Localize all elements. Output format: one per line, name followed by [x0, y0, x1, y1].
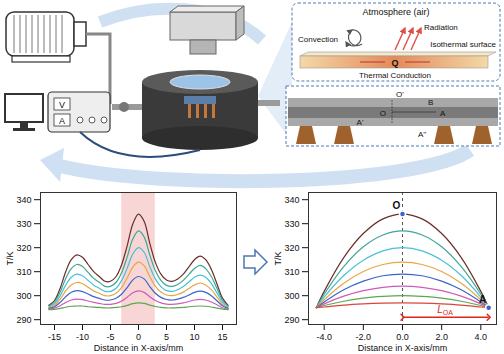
svg-text:T/K: T/K [273, 251, 283, 265]
svg-text:-4.0: -4.0 [316, 332, 332, 342]
svg-text:-15: -15 [48, 332, 61, 342]
svg-text:310: 310 [16, 267, 31, 277]
svg-text:O: O [393, 200, 401, 211]
svg-text:330: 330 [16, 219, 31, 229]
svg-text:O': O' [396, 90, 404, 99]
svg-text:340: 340 [284, 195, 299, 205]
svg-text:-5: -5 [106, 332, 114, 342]
svg-text:4.0: 4.0 [475, 332, 488, 342]
svg-text:A'': A'' [418, 130, 427, 139]
svg-text:Isothermal surface: Isothermal surface [430, 40, 496, 49]
svg-text:2.0: 2.0 [435, 332, 448, 342]
svg-text:-10: -10 [76, 332, 89, 342]
svg-text:Distance in X-axis/mm: Distance in X-axis/mm [358, 343, 448, 353]
svg-text:290: 290 [16, 315, 31, 325]
svg-text:O: O [380, 109, 386, 118]
svg-text:LOA: LOA [437, 304, 453, 316]
svg-text:Convection: Convection [298, 35, 338, 44]
svg-text:5: 5 [164, 332, 169, 342]
svg-text:A: A [479, 294, 486, 305]
svg-text:340: 340 [16, 195, 31, 205]
svg-text:T/K: T/K [5, 251, 15, 265]
svg-text:Atmosphere (air): Atmosphere (air) [362, 7, 429, 17]
svg-text:0: 0 [136, 332, 141, 342]
svg-text:Thermal Conduction: Thermal Conduction [359, 71, 431, 80]
svg-text:-2.0: -2.0 [356, 332, 372, 342]
svg-text:300: 300 [284, 291, 299, 301]
svg-text:290: 290 [284, 315, 299, 325]
svg-text:A: A [59, 116, 65, 126]
svg-text:10: 10 [189, 332, 199, 342]
svg-text:A': A' [357, 118, 364, 127]
svg-text:300: 300 [16, 291, 31, 301]
svg-text:15: 15 [217, 332, 227, 342]
svg-text:Distance in X-axis/mm: Distance in X-axis/mm [94, 343, 184, 353]
svg-text:320: 320 [284, 243, 299, 253]
svg-text:310: 310 [284, 267, 299, 277]
svg-text:Radiation: Radiation [424, 23, 458, 32]
svg-text:B: B [428, 98, 433, 107]
svg-text:0.0: 0.0 [396, 332, 409, 342]
svg-text:V: V [59, 100, 65, 110]
svg-text:330: 330 [284, 219, 299, 229]
svg-text:A: A [440, 109, 446, 118]
svg-text:320: 320 [16, 243, 31, 253]
svg-text:Q: Q [391, 58, 398, 68]
